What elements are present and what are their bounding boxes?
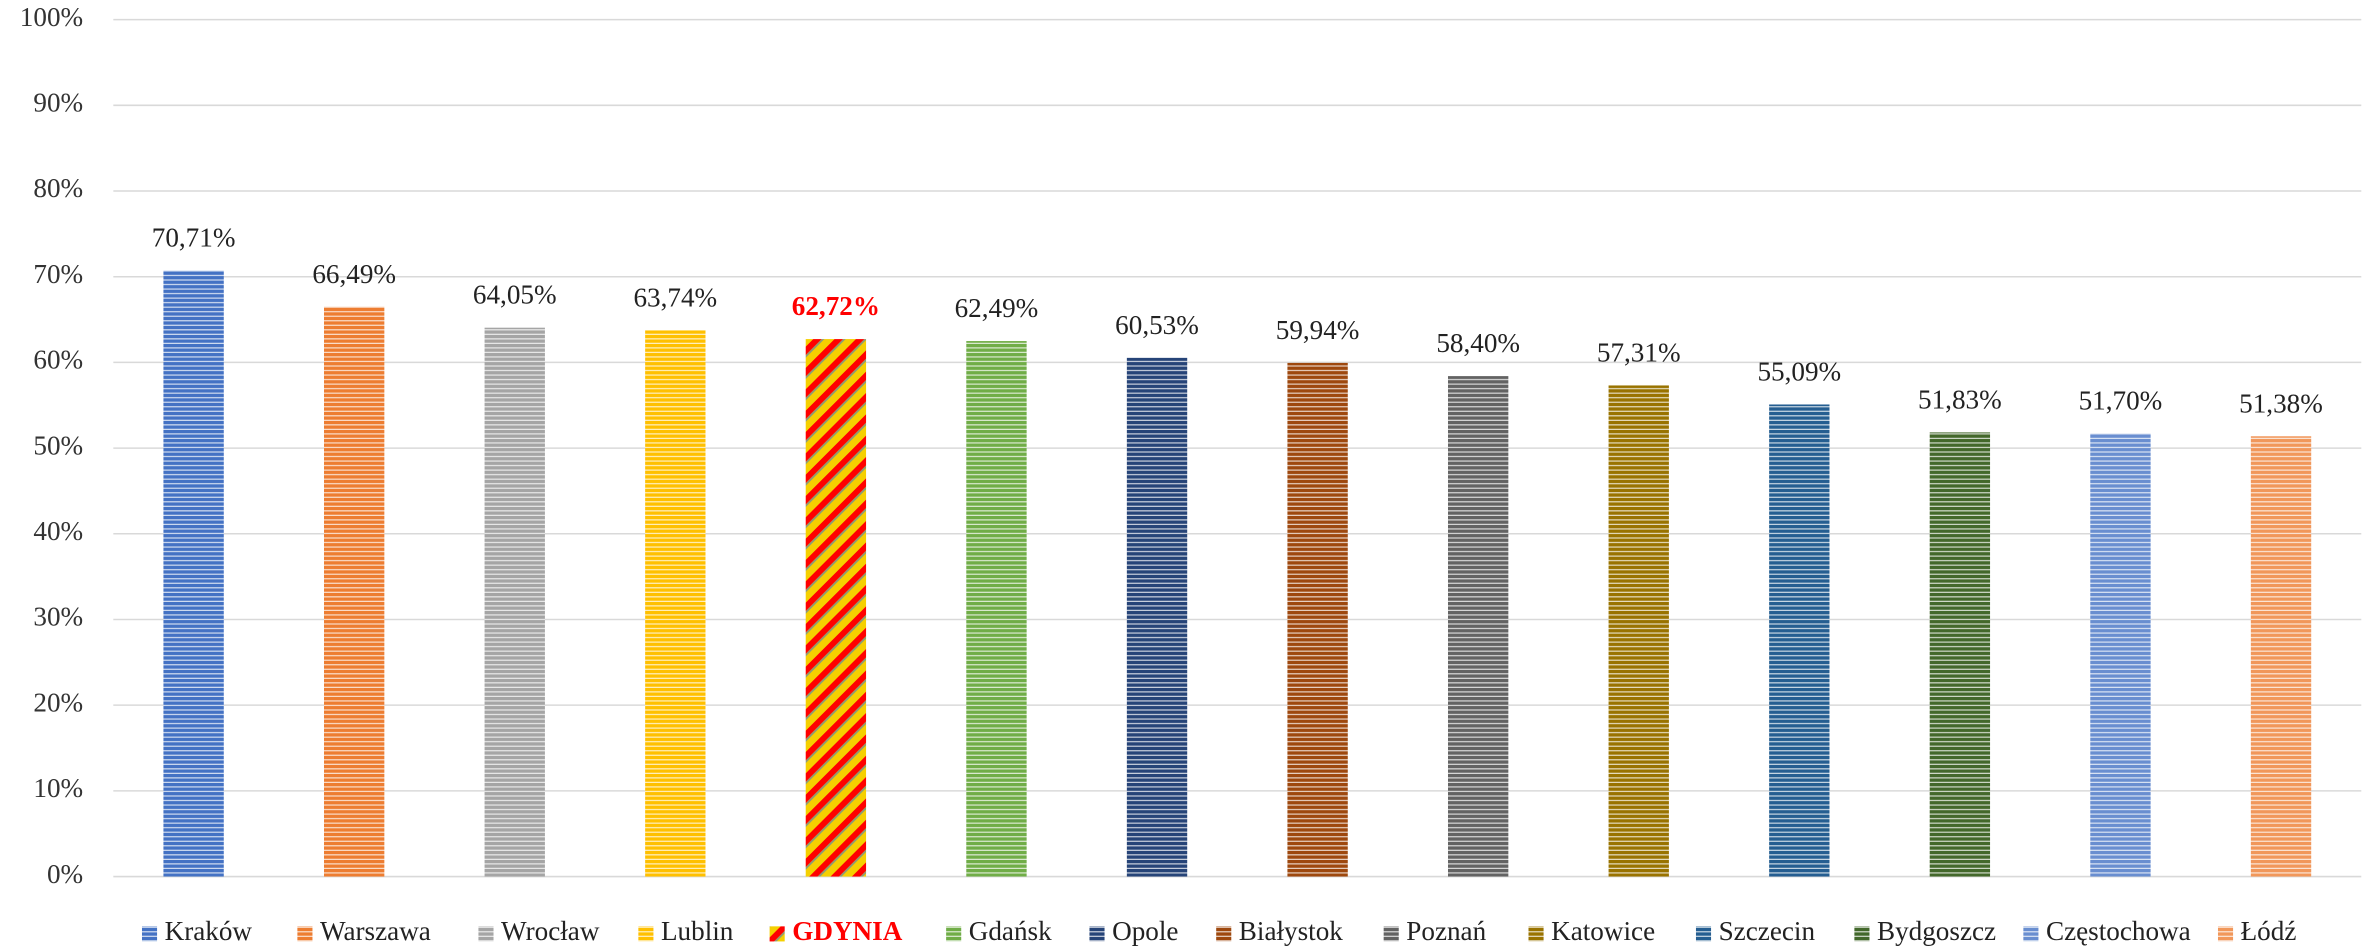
data-label: 62,72% <box>792 291 880 321</box>
bar <box>1608 385 1669 877</box>
data-label: 51,38% <box>2239 388 2323 418</box>
bar <box>2090 433 2151 877</box>
legend-swatch <box>1383 926 1399 942</box>
bar <box>1447 376 1509 877</box>
data-label: 60,53% <box>1115 310 1199 340</box>
data-label: 57,31% <box>1597 338 1681 368</box>
data-label: 62,49% <box>955 293 1039 323</box>
data-label: 51,70% <box>2079 386 2163 416</box>
y-tick-label: 0% <box>47 859 83 889</box>
y-tick-label: 60% <box>33 345 83 375</box>
legend-swatch <box>141 926 158 942</box>
y-tick-label: 20% <box>33 687 83 717</box>
legend-label: Wrocław <box>501 916 600 946</box>
y-tick-label: 70% <box>33 259 83 289</box>
legend-swatch <box>1695 926 1712 942</box>
data-label: 70,71% <box>152 223 236 253</box>
data-label: 55,09% <box>1757 357 1841 387</box>
bar <box>1929 432 1991 877</box>
legend-swatch <box>2217 926 2234 942</box>
legend-swatch <box>638 926 654 942</box>
legend-label: Szczecin <box>1719 916 1816 946</box>
legend-swatch <box>297 926 313 942</box>
y-tick-label: 10% <box>33 773 83 803</box>
bar <box>484 327 545 877</box>
legend-label: Białystok <box>1239 916 1343 946</box>
bar <box>1287 362 1348 877</box>
legend-swatch <box>1854 926 1870 942</box>
y-tick-label: 40% <box>33 516 83 546</box>
bar <box>2250 436 2312 877</box>
legend-label: Bydgoszcz <box>1877 916 1996 946</box>
legend-label: Kraków <box>165 916 253 946</box>
bar <box>966 341 1027 877</box>
legend-swatch <box>1089 926 1105 942</box>
legend-swatch <box>478 926 494 942</box>
legend-swatch <box>2023 926 2039 942</box>
y-tick-label: 100% <box>20 2 83 32</box>
legend-swatch <box>1528 926 1544 942</box>
data-label: 51,83% <box>1918 384 2002 414</box>
data-label: 63,74% <box>633 282 717 312</box>
legend-label: Łódź <box>2241 916 2297 946</box>
legend-label: Opole <box>1112 916 1178 946</box>
y-tick-label: 90% <box>33 88 83 118</box>
legend-label: Warszawa <box>320 916 431 946</box>
legend-label: Katowice <box>1551 916 1655 946</box>
data-label: 66,49% <box>312 259 396 289</box>
y-tick-label: 30% <box>33 602 83 632</box>
data-label: 58,40% <box>1436 328 1520 358</box>
y-tick-label: 80% <box>33 173 83 203</box>
bar <box>1769 404 1830 877</box>
legend-swatch <box>946 926 962 942</box>
y-tick-label: 50% <box>33 430 83 460</box>
legend-label: GDYNIA <box>792 916 902 946</box>
data-label: 64,05% <box>473 280 557 310</box>
bar <box>805 339 867 877</box>
legend-swatch <box>769 926 785 942</box>
bar <box>163 270 224 877</box>
bar <box>645 330 706 877</box>
data-label: 59,94% <box>1276 315 1360 345</box>
bar <box>324 306 385 877</box>
legend-label: Poznań <box>1406 916 1486 946</box>
legend-label: Gdańsk <box>969 916 1052 946</box>
legend-label: Lublin <box>661 916 734 946</box>
legend-swatch <box>1216 926 1232 942</box>
bar <box>1126 357 1188 877</box>
legend-label: Częstochowa <box>2046 916 2191 946</box>
